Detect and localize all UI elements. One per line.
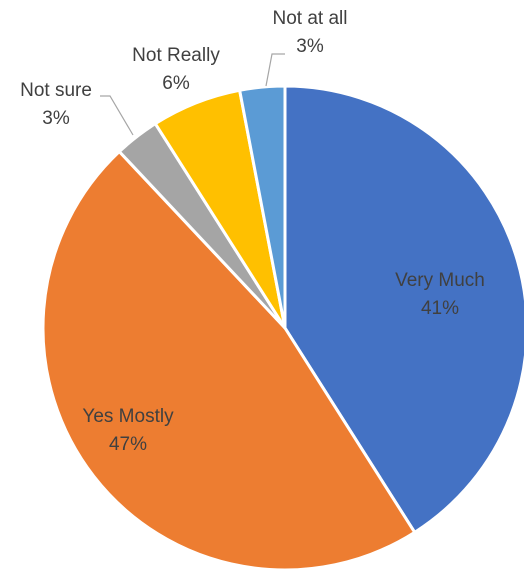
slice-percent-not-at-all: 3% <box>296 36 324 57</box>
pie-slice-not-at-all <box>238 84 287 330</box>
slice-percent-not-really: 6% <box>162 73 190 94</box>
slice-label-yes-mostly: Yes Mostly <box>82 406 174 427</box>
leader-line-not-at-all <box>265 53 285 87</box>
slice-percent-yes-mostly: 47% <box>109 434 147 455</box>
slice-label-very-much: Very Much <box>395 270 485 291</box>
slice-label-not-at-all: Not at all <box>273 8 348 29</box>
slice-percent-very-much: 41% <box>421 298 459 319</box>
slice-percent-not-sure: 3% <box>42 108 70 129</box>
pie-slice-yes-mostly <box>41 150 417 572</box>
slice-label-not-really: Not Really <box>132 45 220 66</box>
leader-line-not-sure <box>100 95 134 136</box>
slice-label-not-sure: Not sure <box>20 80 92 101</box>
pie-labels: Very Much 41% Yes Mostly 47% Not sure 3% Not R… <box>20 8 485 455</box>
pie-slices <box>41 84 524 572</box>
